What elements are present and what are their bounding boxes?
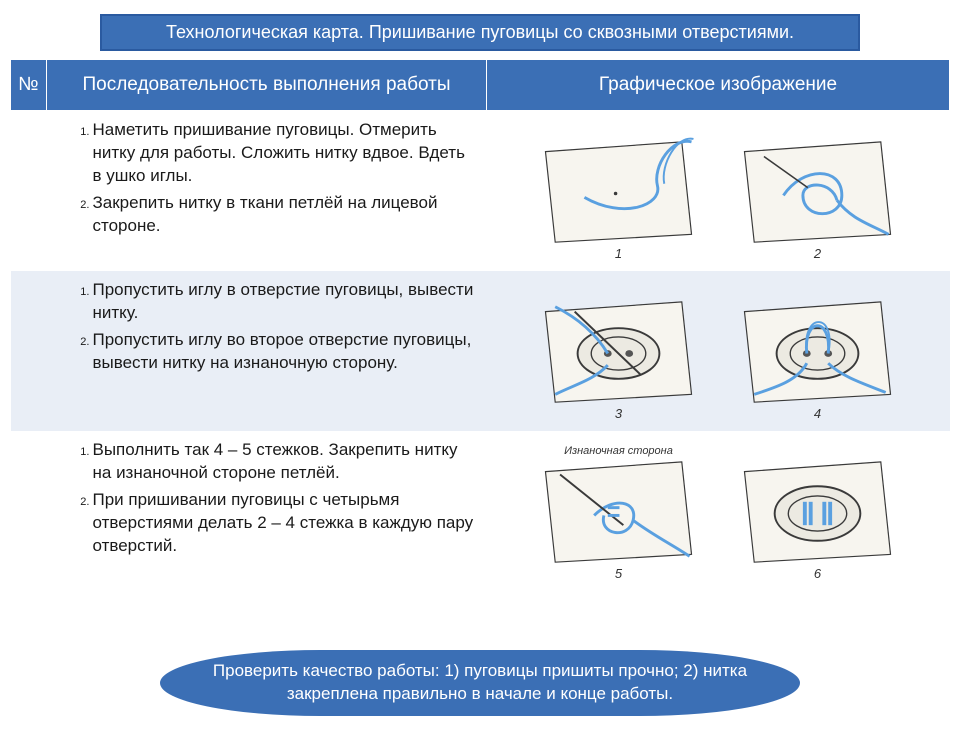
step-item: Пропустить иглу в отверстие пуговицы, вы…	[93, 279, 477, 325]
header-num: №	[11, 60, 47, 111]
page-title: Технологическая карта. Пришивание пугови…	[100, 14, 860, 51]
step-item: Выполнить так 4 – 5 стежков. Закрепить н…	[93, 439, 477, 485]
step-item: При пришивании пуговицы с четырьмя отвер…	[93, 489, 477, 558]
panel-number: 5	[615, 566, 622, 581]
step-item: Наметить пришивание пуговицы. Отмерить н…	[93, 119, 477, 188]
row-num-cell	[11, 431, 47, 591]
tech-table: № Последовательность выполнения работы Г…	[10, 59, 950, 591]
illustration-panel: 3	[526, 283, 711, 423]
footer-note: Проверить качество работы: 1) пуговицы п…	[160, 650, 800, 716]
illustration-panel: Изнаночная сторона 5	[526, 443, 711, 583]
panel-number: 6	[814, 566, 821, 581]
panel-number: 4	[814, 406, 821, 421]
table-row: Выполнить так 4 – 5 стежков. Закрепить н…	[11, 431, 950, 591]
illustration-panel: 2	[725, 123, 910, 263]
table-row: Наметить пришивание пуговицы. Отмерить н…	[11, 111, 950, 272]
panel-caption: Изнаночная сторона	[564, 445, 673, 457]
row-graphic-cell: 1 2	[487, 111, 950, 272]
header-graphic: Графическое изображение	[487, 60, 950, 111]
row-steps-cell: Наметить пришивание пуговицы. Отмерить н…	[47, 111, 487, 272]
row-graphic-cell: 3 4	[487, 271, 950, 431]
row-graphic-cell: Изнаночная сторона 5 6	[487, 431, 950, 591]
panel-number: 3	[615, 406, 622, 421]
step-item: Пропустить иглу во второе отверстие пуго…	[93, 329, 477, 375]
table-row: Пропустить иглу в отверстие пуговицы, вы…	[11, 271, 950, 431]
row-num-cell	[11, 271, 47, 431]
illustration-panel: 1	[526, 123, 711, 263]
row-steps-cell: Пропустить иглу в отверстие пуговицы, вы…	[47, 271, 487, 431]
row-steps-cell: Выполнить так 4 – 5 стежков. Закрепить н…	[47, 431, 487, 591]
header-sequence: Последовательность выполнения работы	[47, 60, 487, 111]
step-item: Закрепить нитку в ткани петлёй на лицево…	[93, 192, 477, 238]
panel-number: 1	[615, 246, 622, 261]
illustration-panel: 4	[725, 283, 910, 423]
row-num-cell	[11, 111, 47, 272]
illustration-panel: 6	[725, 443, 910, 583]
panel-number: 2	[814, 246, 821, 261]
